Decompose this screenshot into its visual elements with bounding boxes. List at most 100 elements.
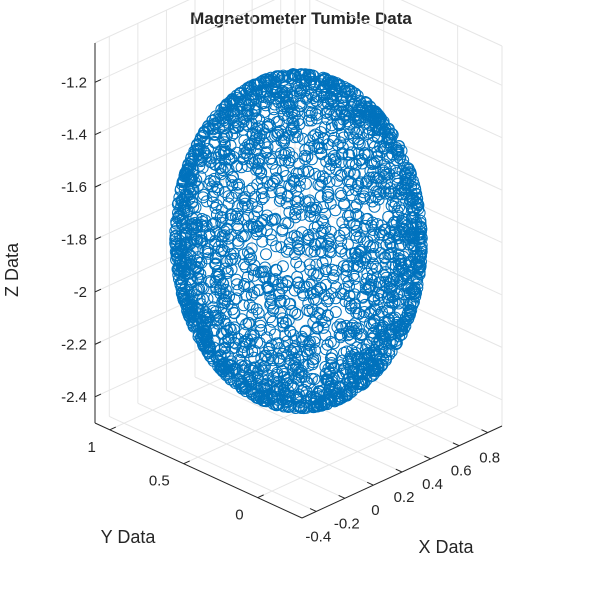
- data-point: [226, 252, 239, 265]
- x-tick-label: 0.8: [479, 450, 500, 467]
- data-point: [302, 297, 315, 310]
- x-tick-mark: [367, 481, 374, 486]
- data-point: [248, 351, 261, 364]
- data-point: [241, 201, 254, 214]
- data-point: [254, 225, 267, 238]
- data-point: [191, 261, 204, 273]
- data-point: [297, 383, 310, 396]
- data-point: [256, 97, 268, 110]
- data-point: [336, 141, 349, 154]
- data-point: [323, 75, 336, 88]
- z-tick-mark: [94, 183, 102, 188]
- data-point: [389, 144, 402, 157]
- data-point: [282, 217, 295, 230]
- data-point: [385, 345, 398, 358]
- data-point: [215, 149, 228, 162]
- data-point: [401, 172, 414, 184]
- data-point: [314, 190, 327, 203]
- data-point: [308, 78, 321, 91]
- data-point: [345, 299, 358, 312]
- data-point: [278, 132, 291, 145]
- data-point: [316, 175, 328, 188]
- data-point: [350, 208, 363, 220]
- data-point: [386, 195, 399, 208]
- data-point: [375, 112, 387, 125]
- data-point: [238, 345, 250, 358]
- data-point: [294, 174, 306, 186]
- grid-line: [109, 415, 317, 512]
- data-point: [353, 154, 366, 167]
- data-point: [389, 225, 401, 238]
- data-point: [359, 219, 372, 232]
- data-point: [264, 297, 277, 310]
- data-point: [203, 230, 216, 243]
- data-point: [350, 327, 363, 340]
- data-point: [279, 316, 292, 329]
- data-point: [297, 333, 310, 346]
- data-point: [314, 245, 327, 258]
- data-point: [404, 168, 417, 181]
- data-point: [348, 87, 361, 100]
- data-point: [289, 208, 302, 220]
- data-point: [289, 362, 302, 374]
- data-point: [255, 217, 267, 230]
- data-point: [282, 372, 295, 384]
- data-point: [291, 390, 304, 403]
- data-point: [259, 271, 272, 284]
- data-point: [348, 123, 361, 136]
- data-point: [275, 154, 288, 167]
- data-point: [324, 246, 337, 259]
- y-tick-mark: [109, 426, 116, 431]
- data-point: [343, 127, 356, 140]
- z-tick-label: -1.2: [61, 74, 87, 91]
- data-point: [222, 232, 235, 245]
- data-point: [351, 89, 364, 102]
- data-point: [193, 154, 206, 167]
- data-point: [389, 197, 402, 210]
- data-point: [243, 220, 256, 233]
- data-point: [276, 399, 289, 412]
- data-point: [274, 306, 287, 319]
- data-point: [235, 161, 248, 174]
- data-point: [229, 210, 242, 223]
- data-point: [382, 136, 395, 149]
- data-point: [254, 359, 267, 372]
- data-point: [172, 264, 185, 277]
- data-point: [305, 75, 318, 88]
- data-point: [327, 134, 339, 147]
- data-point: [414, 242, 427, 255]
- data-point: [411, 192, 424, 205]
- data-point: [300, 389, 313, 402]
- data-point: [209, 136, 222, 149]
- data-point: [219, 307, 232, 320]
- data-point: [218, 229, 231, 242]
- data-point: [227, 109, 240, 122]
- data-point: [297, 359, 310, 372]
- data-point: [392, 184, 405, 197]
- data-point: [358, 253, 371, 266]
- data-point: [391, 171, 404, 184]
- data-point: [366, 228, 379, 241]
- data-point: [358, 235, 370, 248]
- data-point: [371, 150, 384, 163]
- data-point: [218, 186, 231, 198]
- y-tick-mark: [257, 494, 264, 499]
- data-point: [408, 282, 421, 295]
- data-point: [200, 324, 212, 337]
- data-point: [329, 387, 342, 400]
- data-point: [402, 162, 415, 175]
- data-point: [321, 113, 334, 126]
- data-point: [214, 311, 227, 324]
- data-point: [319, 343, 332, 356]
- data-point: [206, 352, 219, 365]
- data-point: [266, 177, 279, 190]
- data-point: [276, 224, 289, 237]
- data-point: [367, 171, 380, 184]
- data-point: [324, 197, 337, 210]
- data-point: [329, 306, 342, 318]
- data-point: [247, 269, 260, 282]
- data-point: [306, 69, 319, 82]
- data-point: [385, 127, 398, 140]
- data-point: [324, 92, 337, 105]
- data-point: [372, 185, 385, 198]
